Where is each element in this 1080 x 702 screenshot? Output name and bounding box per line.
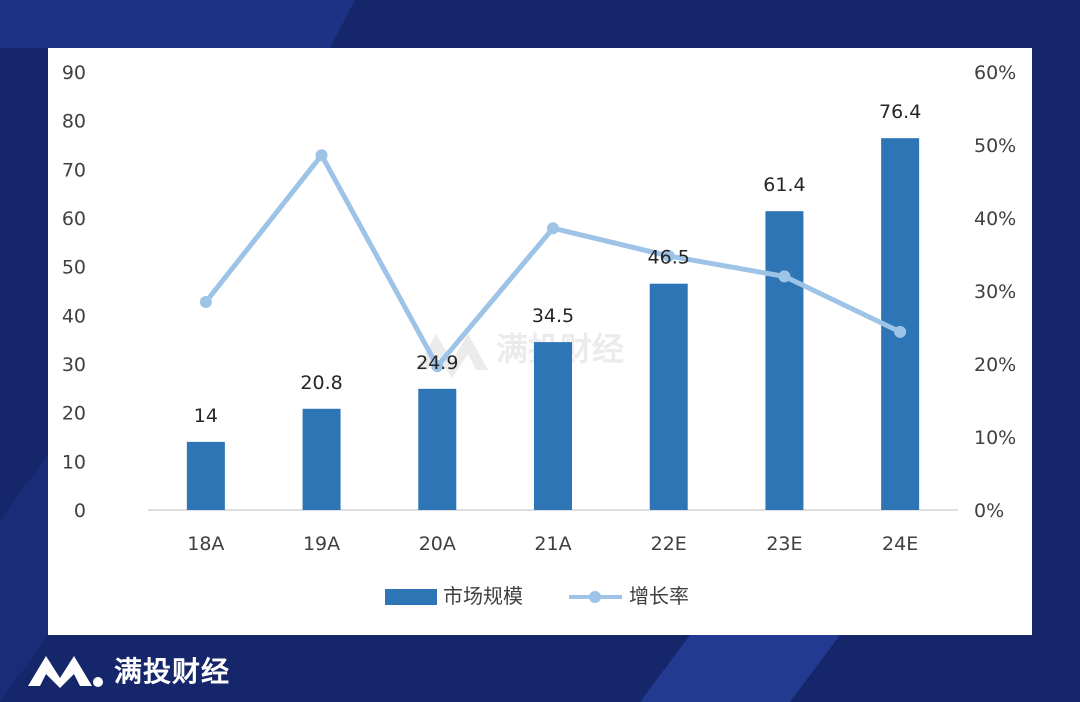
y-tick-label: 10 [62, 451, 86, 473]
combo-chart: 0 10 20 30 40 50 60 70 80 90 0% 10% 20% 30% 40% 50% 60%… [62, 62, 1016, 608]
bar [302, 408, 341, 510]
y-tick-label: 0 [74, 500, 86, 522]
line-series [199, 149, 907, 373]
bar-data-label: 76.4 [879, 101, 921, 123]
bar [186, 441, 225, 510]
line-point [547, 222, 559, 235]
line-point [199, 295, 212, 308]
y-tick-label: 70 [62, 159, 86, 181]
y-tick-label: 50 [62, 257, 86, 279]
right-axis: 0% 10% 20% 30% 40% 50% 60% [974, 62, 1016, 522]
line-point [315, 149, 328, 162]
y2-tick-label: 60% [974, 62, 1016, 84]
y2-tick-label: 20% [974, 354, 1016, 376]
y-tick-label: 30 [62, 354, 86, 376]
line-point [778, 270, 791, 283]
bar [649, 283, 688, 510]
bar [418, 388, 457, 510]
bar-data-label: 20.8 [300, 372, 342, 394]
legend-bar-label: 市场规模 [443, 584, 523, 608]
line-point [431, 360, 444, 373]
y-tick-label: 90 [62, 62, 86, 84]
legend-bar-swatch [385, 589, 437, 605]
y-tick-label: 40 [62, 305, 86, 327]
x-tick-label: 20A [419, 533, 456, 555]
bar-data-label: 24.9 [416, 352, 458, 374]
bar-data-label: 61.4 [763, 174, 805, 196]
brand: 满投财经 [26, 650, 230, 690]
legend-line-label: 增长率 [629, 584, 689, 608]
mt-logo-icon [28, 656, 103, 688]
brand-name: 满投财经 [114, 655, 231, 688]
data-labels: 14 20.8 24.9 34.5 46.5 61.4 76.4 [194, 101, 922, 427]
y2-tick-label: 40% [974, 208, 1016, 230]
watermark-logo-icon [416, 334, 488, 378]
chart-panel: 0 10 20 30 40 50 60 70 80 90 0% 10% 20% 30% 40% 50% 60%… [48, 48, 1032, 635]
x-tick-label: 18A [187, 533, 224, 555]
line-point [662, 249, 675, 262]
x-tick-label: 19A [303, 533, 340, 555]
bar [534, 342, 572, 510]
legend: 市场规模 增长率 [385, 584, 689, 608]
legend-line-marker [589, 591, 601, 603]
x-tick-label: 23E [766, 533, 802, 555]
bar-series [186, 138, 920, 511]
bar-data-label: 34.5 [532, 305, 574, 327]
line-point [894, 325, 907, 338]
x-tick-label: 22E [651, 533, 687, 555]
y-tick-label: 80 [62, 111, 86, 133]
x-tick-label: 21A [534, 533, 571, 555]
bar [765, 211, 804, 511]
x-axis: 18A 19A 20A 21A 22E 23E 24E [187, 533, 918, 555]
y-tick-label: 20 [62, 403, 86, 425]
left-axis: 0 10 20 30 40 50 60 70 80 90 [62, 62, 86, 522]
bar-data-label: 46.5 [648, 247, 690, 269]
y2-tick-label: 0% [974, 500, 1004, 522]
y2-tick-label: 50% [974, 135, 1016, 157]
bar-data-label: 14 [194, 405, 218, 427]
x-tick-label: 24E [882, 533, 918, 555]
y2-tick-label: 10% [974, 427, 1016, 449]
y-tick-label: 60 [62, 208, 86, 230]
y2-tick-label: 30% [974, 281, 1016, 303]
